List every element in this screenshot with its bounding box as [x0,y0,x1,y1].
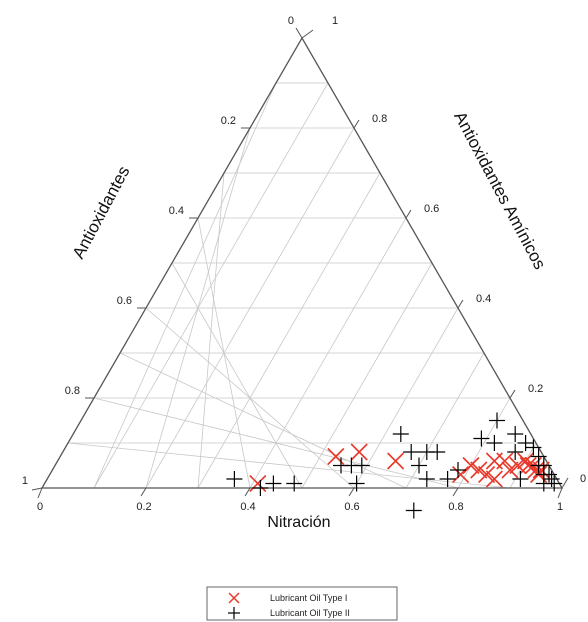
left-tick-label: 1 [22,475,28,487]
legend-label: Lubricant Oil Type I [270,593,347,603]
type-i-point [532,461,550,479]
legend-label: Lubricant Oil Type II [270,608,350,618]
right-tick-label: 0.6 [424,203,439,215]
legend-box [206,586,398,621]
triangle-frame [31,27,569,499]
right-tick-label: 1 [332,15,338,27]
tick-mark [557,487,563,499]
tick-mark [457,299,464,309]
legend: Lubricant Oil Type I Lubricant Oil Type I… [206,586,398,621]
type-ii-point [541,466,557,483]
type-ii-point [517,435,534,451]
left-tick-label: 0.2 [221,115,236,127]
tick-mark [295,27,303,39]
tick-mark [405,209,412,219]
right-tick-label: 0.2 [528,383,543,395]
left-tick-label: 0.8 [65,385,80,397]
legend-marker [228,592,240,604]
right-tick-label: 0 [580,473,586,485]
type-ii-point [507,426,524,442]
type-ii-point [429,444,446,460]
type-ii-point [392,426,409,442]
left-tick-label: 0 [288,15,294,27]
tick-mark [561,477,569,489]
type-ii-point [348,475,365,492]
right-axis-title: Antioxidantes Amínicos [450,108,549,272]
type-i-point [452,465,470,484]
type-ii-point [286,475,303,492]
type-ii-point [252,480,269,496]
grid-line [353,307,459,489]
tick-mark [140,487,147,497]
tick-mark [348,487,355,497]
type-ii-point [411,457,427,474]
tick-mark [301,29,314,39]
type-ii-point [512,471,529,487]
bottom-tick-label: 0.2 [136,501,151,513]
grid-line [119,352,407,489]
bottom-tick-label: 0.8 [448,501,463,513]
type-ii-point [403,444,420,460]
bottom-tick-label: 0.4 [240,501,255,513]
type-i-point [485,470,503,488]
tick-mark [353,119,360,129]
data-points [226,412,563,519]
type-ii-point [226,471,243,487]
type-i-point [249,474,267,493]
type-ii-point [439,471,456,487]
type-i-point [478,465,496,484]
tick-mark [31,487,43,491]
type-ii-point [489,412,505,429]
type-ii-point [486,435,503,451]
type-ii-point [543,471,560,487]
grid-line [301,262,433,489]
type-i-point [470,461,488,479]
type-i-point [462,456,480,475]
type-ii-point [265,475,282,492]
bottom-axis-title: Nitración [267,514,330,531]
left-tick-label: 0.6 [117,295,132,307]
grid-line [509,442,537,489]
tick-labels: 0 0.2 0.4 0.6 0.8 1 0 0.2 0.4 0.6 0.8 1 0 0.2 0.4 0.6 0.… [22,15,586,513]
triangle-outline [40,36,564,489]
bottom-tick-label: 0.6 [344,501,359,513]
tick-mark [244,487,251,497]
type-i-point [519,456,537,475]
type-i-point [350,443,368,461]
type-ii-point [450,462,466,478]
type-ii-point [418,471,435,487]
type-i-point [387,452,405,470]
grid-line [93,397,459,489]
grid-line [67,442,511,489]
grid-line [171,262,303,489]
bottom-tick-label: 1 [557,501,563,513]
type-i-point [527,461,545,479]
type-ii-point [525,439,542,456]
bottom-tick-label: 0 [37,501,43,513]
right-tick-label: 0.8 [372,113,387,125]
type-i-point [496,452,514,470]
tick-mark [509,389,516,399]
type-ii-point [405,502,422,519]
grid-line [145,307,355,489]
grid-lines [67,82,537,489]
legend-entry: Lubricant Oil Type I [228,592,347,604]
type-ii-point [546,475,563,492]
left-tick-label: 0.4 [169,205,184,217]
type-i-point [501,461,519,479]
tick-mark [452,487,459,497]
type-ii-point [473,430,490,447]
legend-entry: Lubricant Oil Type II [228,607,350,619]
type-ii-point [507,444,524,460]
grid-line [457,397,511,489]
left-axis-title: Antioxidantes [69,163,134,262]
tick-mark [37,487,43,499]
grid-line [197,172,381,489]
right-tick-label: 0.4 [476,293,491,305]
type-ii-point [353,457,370,474]
